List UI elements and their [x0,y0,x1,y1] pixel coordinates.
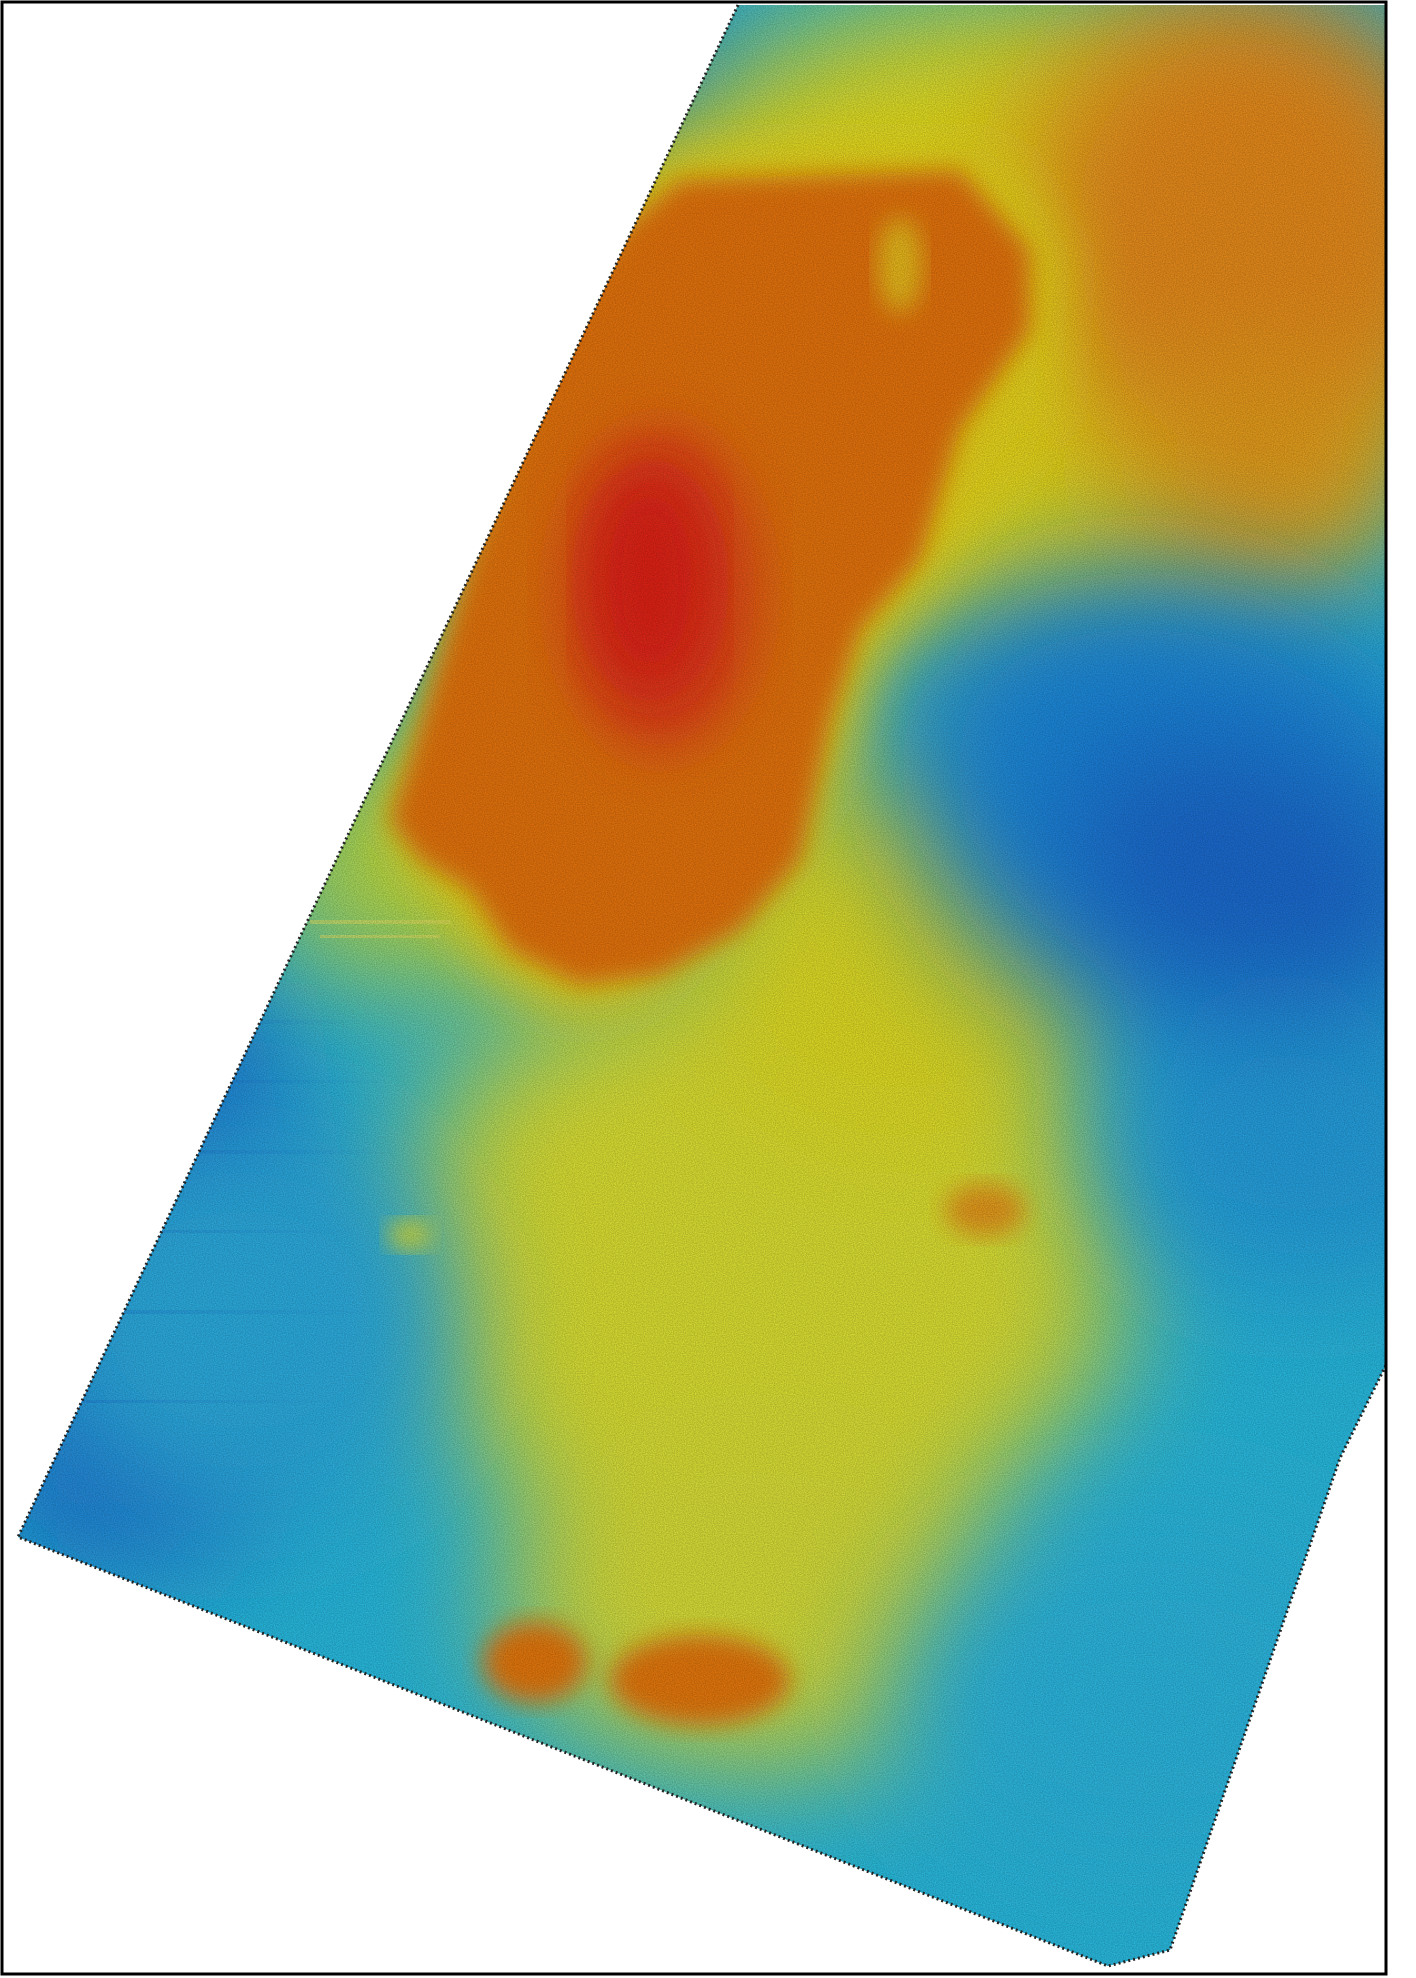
map-frame [0,0,1388,1976]
survey-edge [15,4,1388,1968]
